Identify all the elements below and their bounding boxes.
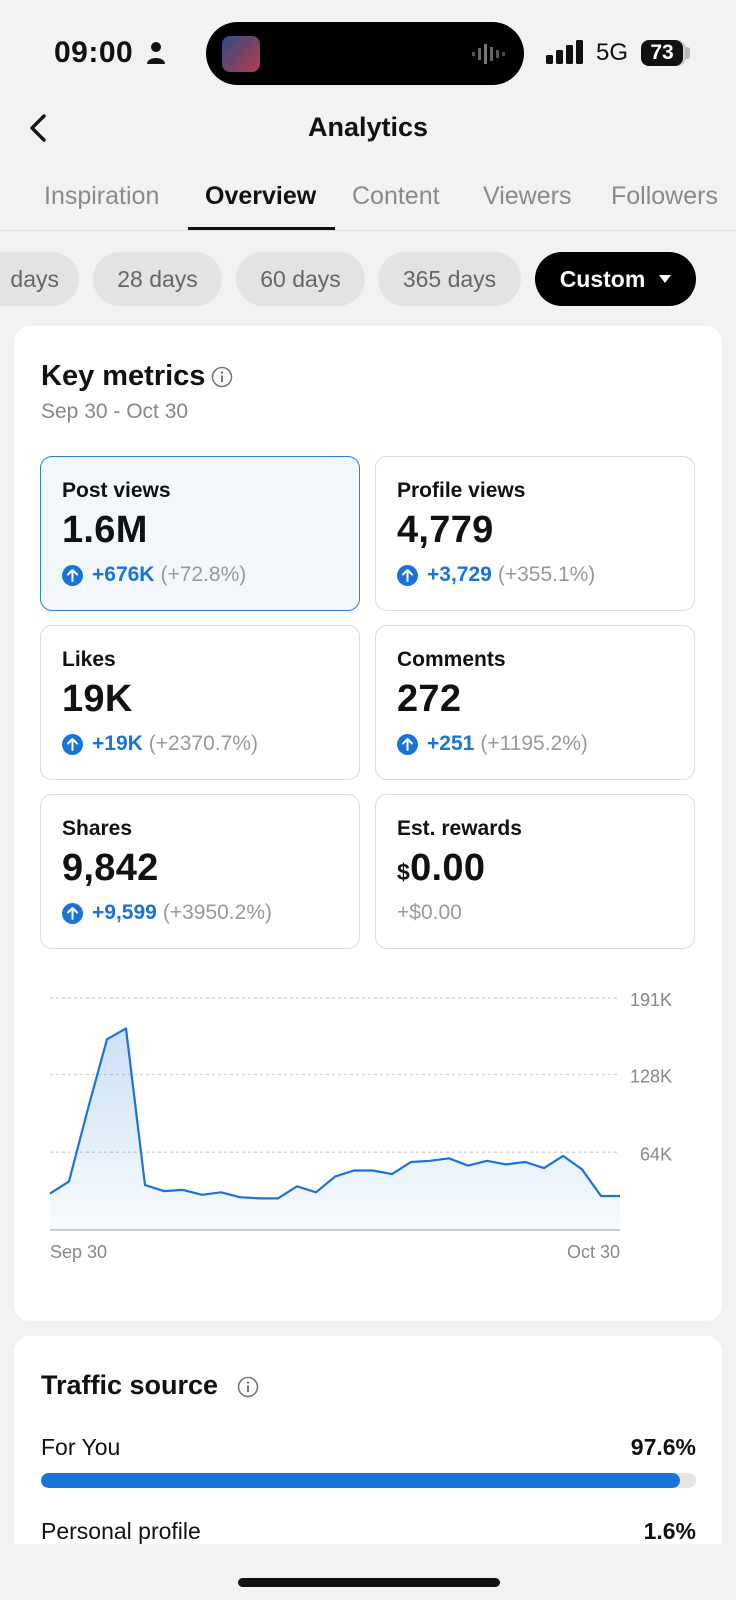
traffic-source-card: Traffic source For You 97.6% Personal pr… xyxy=(14,1336,722,1576)
status-time: 09:00 xyxy=(54,36,134,69)
metric-label: Likes xyxy=(62,648,116,671)
arrow-up-icon xyxy=(62,564,83,586)
page-header: Analytics xyxy=(0,100,736,156)
chart-area-fill xyxy=(50,1028,620,1230)
tab-overview[interactable]: Overview xyxy=(205,182,317,210)
date-range-label: Sep 30 - Oct 30 xyxy=(41,400,189,423)
battery-tip xyxy=(685,47,690,59)
info-icon[interactable] xyxy=(211,366,233,388)
tab-bar: Inspiration Overview Content Viewers Fol… xyxy=(0,160,736,231)
currency-symbol: $ xyxy=(397,859,411,885)
x-start-label: Sep 30 xyxy=(50,1242,107,1262)
key-metrics-card: Key metrics Sep 30 - Oct 30 Post views 1… xyxy=(14,326,722,1321)
metric-delta: +3,729 xyxy=(427,563,492,586)
battery-level: 73 xyxy=(641,40,683,66)
key-metrics-title: Key metrics xyxy=(41,360,206,392)
date-range-chips: days 28 days 60 days 365 days Custom xyxy=(0,252,736,306)
metric-change: +251 (+1195.2%) xyxy=(397,732,588,756)
metric-delta: +$0.00 xyxy=(397,901,462,924)
range-chip-28-days[interactable]: 28 days xyxy=(93,252,222,306)
custom-label: Custom xyxy=(559,266,646,292)
metric-label: Shares xyxy=(62,817,133,840)
metric-profile-views[interactable]: Profile views 4,779 +3,729 (+355.1%) xyxy=(375,456,695,611)
metric-value: 272 xyxy=(397,678,462,720)
metric-value: 9,842 xyxy=(62,847,159,889)
y-tick-label: 128K xyxy=(630,1067,672,1087)
post-views-chart[interactable]: 64K 128K 191K Sep 30 Oct 30 xyxy=(14,966,722,1286)
active-tab-indicator xyxy=(188,227,335,230)
traffic-label: Personal profile xyxy=(41,1518,201,1544)
traffic-label: For You xyxy=(41,1434,121,1460)
traffic-bar-fill xyxy=(41,1473,681,1488)
metric-label: Profile views xyxy=(397,479,526,502)
dynamic-island[interactable] xyxy=(206,22,524,85)
rewards-amount: 0.00 xyxy=(410,847,486,889)
network-type: 5G xyxy=(596,39,629,66)
arrow-up-icon xyxy=(62,902,83,924)
metric-change: +19K (+2370.7%) xyxy=(62,732,258,756)
metric-post-views[interactable]: Post views 1.6M +676K (+72.8%) xyxy=(40,456,360,611)
metric-delta: +9,599 xyxy=(92,901,157,924)
metric-change: +676K (+72.8%) xyxy=(62,563,246,587)
metric-value: 1.6M xyxy=(62,509,148,551)
metric-percent: (+72.8%) xyxy=(160,563,247,586)
now-playing-app-icon xyxy=(222,36,260,72)
home-indicator[interactable] xyxy=(238,1578,500,1587)
metric-percent: (+355.1%) xyxy=(497,563,596,586)
arrow-up-icon xyxy=(397,564,418,586)
x-end-label: Oct 30 xyxy=(567,1242,620,1262)
metric-comments[interactable]: Comments 272 +251 (+1195.2%) xyxy=(375,625,695,780)
status-bar: 09:00 5G 73 xyxy=(0,0,736,100)
range-chip-7-days[interactable]: days xyxy=(0,252,79,306)
person-icon xyxy=(147,42,165,64)
tab-followers[interactable]: Followers xyxy=(611,182,718,210)
cellular-signal-icon xyxy=(546,40,583,64)
tab-viewers[interactable]: Viewers xyxy=(483,182,572,210)
metric-change: +9,599 (+3950.2%) xyxy=(62,901,272,925)
metric-est-rewards[interactable]: Est. rewards $0.00 +$0.00 xyxy=(375,794,695,949)
metric-delta: +251 xyxy=(427,732,475,755)
info-icon[interactable] xyxy=(237,1376,259,1398)
arrow-up-icon xyxy=(397,733,418,755)
metric-delta: +676K xyxy=(92,563,155,586)
metric-change: +$0.00 xyxy=(397,901,462,925)
metric-percent: (+3950.2%) xyxy=(162,901,272,924)
metric-delta: +19K xyxy=(92,732,143,755)
back-arrow-icon[interactable] xyxy=(22,110,58,146)
traffic-row-personal-profile: Personal profile 1.6% xyxy=(41,1518,696,1545)
arrow-up-icon xyxy=(62,733,83,755)
audio-wave-icon xyxy=(472,44,505,64)
range-chip-custom[interactable]: Custom xyxy=(535,252,696,306)
metric-value: 19K xyxy=(62,678,133,720)
dropdown-caret-icon xyxy=(659,274,672,283)
traffic-percent: 97.6% xyxy=(630,1434,696,1460)
range-chip-365-days[interactable]: 365 days xyxy=(378,252,521,306)
metric-label: Comments xyxy=(397,648,506,671)
metric-percent: (+1195.2%) xyxy=(480,732,588,755)
metric-change: +3,729 (+355.1%) xyxy=(397,563,595,587)
tab-inspiration[interactable]: Inspiration xyxy=(44,182,160,210)
metric-percent: (+2370.7%) xyxy=(148,732,258,755)
traffic-source-title: Traffic source xyxy=(41,1370,219,1400)
range-chip-60-days[interactable]: 60 days xyxy=(236,252,365,306)
y-tick-label: 191K xyxy=(630,990,672,1010)
metric-likes[interactable]: Likes 19K +19K (+2370.7%) xyxy=(40,625,360,780)
metric-label: Est. rewards xyxy=(397,817,522,840)
metric-value: 4,779 xyxy=(397,509,494,551)
traffic-percent: 1.6% xyxy=(643,1518,696,1544)
metric-label: Post views xyxy=(62,479,171,502)
tab-content[interactable]: Content xyxy=(352,182,440,210)
page-title: Analytics xyxy=(307,112,429,142)
metric-value: $0.00 xyxy=(397,847,485,890)
traffic-bar-for-you xyxy=(41,1473,696,1488)
chart-series-line xyxy=(49,1027,620,1200)
traffic-row-for-you: For You 97.6% xyxy=(41,1434,696,1461)
metric-shares[interactable]: Shares 9,842 +9,599 (+3950.2%) xyxy=(40,794,360,949)
y-tick-label: 64K xyxy=(640,1144,672,1164)
bottom-safe-area xyxy=(0,1544,736,1600)
